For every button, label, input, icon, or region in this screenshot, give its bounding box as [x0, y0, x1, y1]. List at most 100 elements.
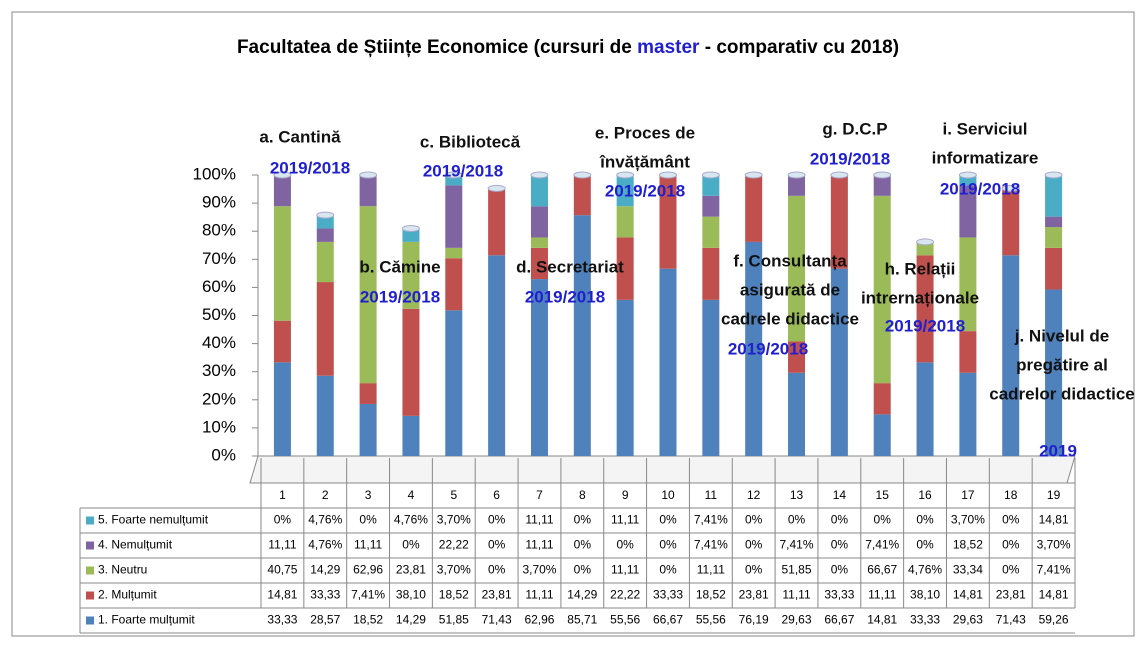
bar-segment: [573, 215, 591, 456]
bar-segment: [359, 206, 377, 384]
value-label: 3,70%: [522, 563, 556, 577]
value-label: 0%: [574, 538, 592, 552]
x-tick-label: 6: [493, 488, 500, 502]
x-tick-label: 16: [918, 488, 932, 502]
value-label: 18,52: [696, 588, 726, 602]
bar-segment: [316, 241, 334, 283]
bar-top: [873, 171, 892, 179]
value-label: 0%: [831, 563, 849, 577]
value-label: 23,81: [482, 588, 512, 602]
annotation-year: 2019/2018: [360, 287, 440, 306]
bar-segment: [445, 258, 463, 311]
annotation: învățământ: [599, 152, 690, 171]
bar-segment: [488, 255, 506, 456]
value-label: 0%: [916, 513, 934, 527]
value-label: 11,11: [354, 538, 383, 552]
bar-segment: [530, 279, 548, 456]
value-label: 33,33: [910, 613, 940, 627]
bar-top: [916, 238, 935, 246]
annotation: g. D.C.P: [822, 119, 887, 138]
bar-top: [273, 171, 292, 179]
value-label: 33,34: [953, 563, 983, 577]
x-tick-label: 19: [1047, 488, 1061, 502]
value-label: 14,29: [567, 588, 597, 602]
title-part: master: [637, 37, 700, 58]
annotation: f. Consultanța: [733, 251, 847, 270]
bar-top: [830, 171, 849, 179]
value-label: 38,10: [396, 588, 426, 602]
annotation: cadrelor didactice: [989, 384, 1135, 403]
value-label: 62,96: [353, 563, 383, 577]
value-label: 0%: [359, 513, 377, 527]
value-label: 22,22: [439, 538, 469, 552]
bar-segment: [959, 175, 977, 186]
annotation: cadrele didactice: [721, 309, 859, 328]
value-label: 0%: [745, 563, 763, 577]
value-label: 3,70%: [437, 513, 471, 527]
bar-segment: [359, 175, 377, 207]
bar-top: [616, 171, 635, 179]
annotation-year: 2019/2018: [885, 316, 965, 335]
bar-top: [530, 171, 549, 179]
value-label: 14,81: [953, 588, 983, 602]
bar-segment: [616, 206, 634, 238]
value-label: 29,63: [782, 613, 812, 627]
value-label: 55,56: [696, 613, 726, 627]
x-tick-label: 18: [1004, 488, 1018, 502]
value-label: 11,11: [525, 513, 554, 527]
bar-segment: [788, 195, 806, 342]
value-label: 0%: [659, 563, 677, 577]
bar-top: [744, 171, 763, 179]
value-label: 0%: [831, 513, 849, 527]
y-tick-label: 100%: [193, 164, 236, 183]
value-label: 71,43: [996, 613, 1026, 627]
value-label: 40,75: [267, 563, 297, 577]
bar-segment: [1045, 289, 1063, 456]
value-label: 33,33: [267, 613, 297, 627]
x-tick-label: 11: [705, 488, 718, 502]
value-label: 4,76%: [908, 563, 942, 577]
annotation: a. Cantină: [259, 127, 341, 146]
bar-segment: [573, 175, 591, 216]
value-label: 0%: [659, 538, 677, 552]
x-tick-label: 12: [747, 488, 761, 502]
value-label: 11,11: [611, 513, 640, 527]
value-label: 14,29: [396, 613, 426, 627]
value-label: 0%: [745, 538, 763, 552]
x-tick-label: 17: [961, 488, 975, 502]
bar-segment: [959, 372, 977, 456]
y-tick-label: 50%: [202, 305, 236, 324]
legend-swatch: [86, 591, 94, 600]
bar-segment: [916, 362, 934, 456]
x-tick-label: 2: [322, 488, 329, 502]
bar-segment: [873, 175, 891, 196]
bar-segment: [788, 341, 806, 373]
value-label: 33,33: [653, 588, 683, 602]
value-label: 14,81: [867, 613, 897, 627]
value-label: 85,71: [567, 613, 597, 627]
bar-segment: [702, 216, 720, 248]
value-label: 76,19: [739, 613, 769, 627]
bar-segment: [1002, 255, 1020, 456]
bar-segment: [530, 237, 548, 248]
value-label: 51,85: [782, 563, 812, 577]
value-label: 23,81: [396, 563, 426, 577]
value-label: 18,52: [353, 613, 383, 627]
legend-label: 2. Mulțumit: [98, 588, 157, 602]
value-label: 0%: [574, 563, 592, 577]
value-label: 14,81: [267, 588, 297, 602]
value-label: 7,41%: [865, 538, 899, 552]
bar-segment: [530, 175, 548, 207]
bar-segment: [873, 414, 891, 456]
value-label: 0%: [788, 513, 806, 527]
annotation: e. Proces de: [595, 123, 695, 142]
bar-segment: [1045, 247, 1063, 290]
value-label: 11,11: [697, 563, 726, 577]
bar-segment: [1002, 188, 1020, 256]
annotation-year: 2019/2018: [270, 158, 350, 177]
bar-segment: [659, 268, 677, 456]
value-label: 11,11: [268, 538, 297, 552]
y-tick-label: 90%: [202, 193, 236, 212]
bar-segment: [616, 299, 634, 456]
bar-segment: [830, 175, 848, 269]
